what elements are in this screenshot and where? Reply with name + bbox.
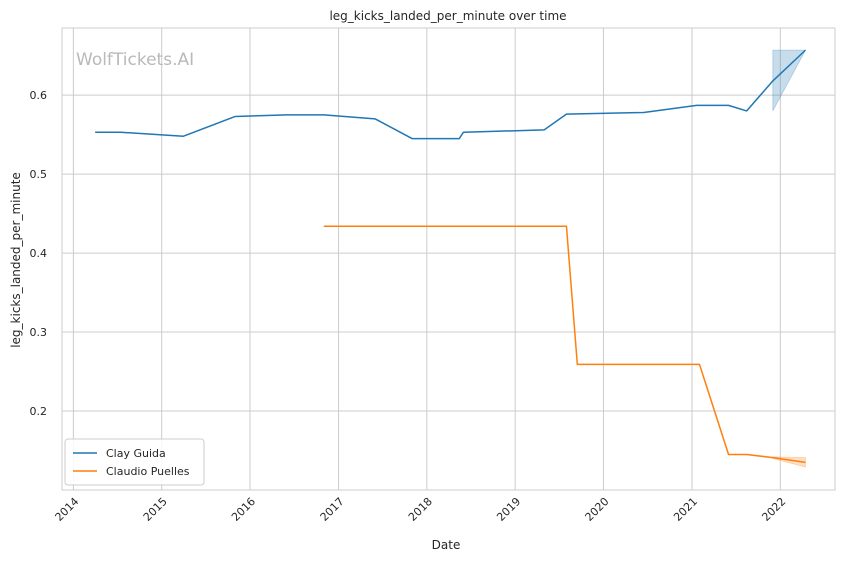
series-line-clay-guida: [95, 49, 806, 140]
chart-title: leg_kicks_landed_per_minute over time: [329, 9, 566, 23]
watermark: WolfTickets.AI: [76, 50, 194, 70]
x-tick-label-2020: 2020: [583, 495, 612, 524]
y-tick-labels: 0.2 0.3 0.4 0.5 0.6: [30, 89, 48, 418]
x-tick-label-2019: 2019: [494, 495, 523, 524]
x-tick-labels: 2014 2015 2016 2017 2018 2019 2020 2021 2022: [53, 495, 789, 524]
x-axis-title: Date: [432, 538, 461, 552]
plot-background: [62, 28, 835, 490]
y-tick-label-0.5: 0.5: [30, 168, 48, 181]
x-tick-label-2017: 2017: [318, 495, 347, 524]
x-tick-label-2021: 2021: [671, 495, 700, 524]
y-tick-label-0.2: 0.2: [30, 405, 48, 418]
x-tick-label-2022: 2022: [759, 495, 788, 524]
series-lines: [95, 49, 806, 464]
x-tick-label-2018: 2018: [406, 495, 435, 524]
y-tick-label-0.4: 0.4: [30, 247, 48, 260]
x-tick-label-2016: 2016: [229, 495, 258, 524]
legend: Clay Guida Claudio Puelles: [64, 438, 205, 486]
grid: [62, 28, 835, 490]
legend-label-clay-guida: Clay Guida: [106, 447, 166, 460]
y-axis-title: leg_kicks_landed_per_minute: [9, 172, 23, 348]
y-tick-label-0.3: 0.3: [30, 326, 48, 339]
x-tick-label-2014: 2014: [53, 495, 82, 524]
x-tick-label-2015: 2015: [141, 495, 170, 524]
legend-label-claudio-puelles: Claudio Puelles: [106, 465, 190, 478]
y-tick-label-0.6: 0.6: [30, 89, 48, 102]
legend-box: [64, 438, 205, 486]
series-line-claudio-puelles: [323, 225, 806, 464]
plot-frame: [61, 27, 836, 491]
